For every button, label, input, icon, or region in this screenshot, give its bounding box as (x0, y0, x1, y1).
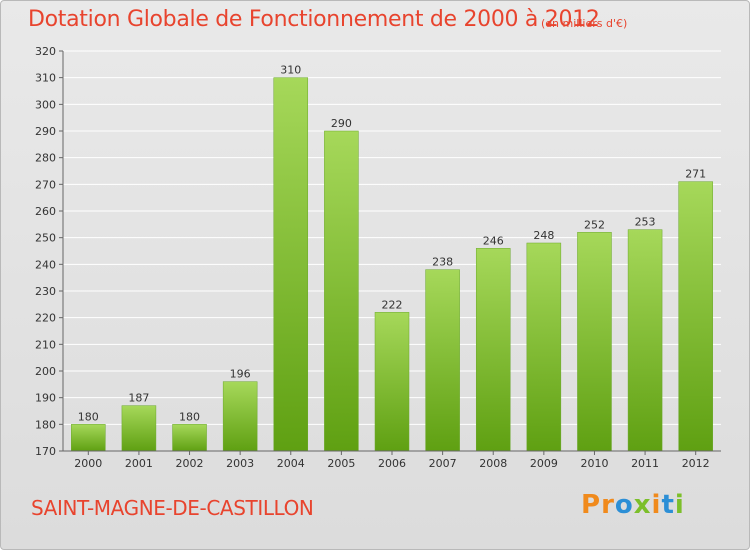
y-tick-label: 230 (35, 285, 56, 298)
x-tick-label: 2008 (479, 457, 507, 470)
bar-2012 (678, 181, 713, 452)
bars (71, 77, 713, 452)
x-tick-label: 2000 (74, 457, 102, 470)
y-tick-label: 280 (35, 152, 56, 165)
bar-2009 (526, 242, 562, 452)
chart-title: Dotation Globale de Fonctionnement de 20… (28, 7, 600, 32)
bar-2005 (324, 130, 359, 452)
data-label: 310 (280, 64, 301, 77)
x-tick-label: 2003 (226, 457, 254, 470)
bar-2007 (425, 269, 460, 452)
y-axis-ticks: 170 180 190 200 210 220 230 240 250 260 270 280 290 3… (35, 45, 63, 458)
bar-2002 (172, 424, 207, 452)
data-label: 271 (685, 168, 706, 181)
x-tick-label: 2007 (429, 457, 457, 470)
y-tick-label: 290 (35, 125, 56, 138)
y-tick-label: 300 (35, 98, 56, 111)
logo-letter: t (661, 490, 675, 520)
data-label: 290 (331, 117, 352, 130)
data-label: 180 (78, 410, 99, 423)
x-tick-label: 2012 (682, 457, 710, 470)
y-tick-label: 190 (35, 392, 56, 405)
logo-letter: P (581, 490, 602, 520)
y-tick-label: 220 (35, 312, 56, 325)
x-tick-label: 2006 (378, 457, 406, 470)
data-label: 253 (635, 216, 656, 229)
chart-subtitle: (en milliers d'€) (541, 17, 628, 30)
logo-letter: r (601, 490, 615, 520)
data-label: 238 (432, 256, 453, 269)
bar-2011 (627, 229, 663, 452)
y-tick-label: 200 (35, 365, 56, 378)
data-label: 246 (483, 234, 504, 247)
logo-letter: x (633, 490, 652, 520)
x-tick-label: 2002 (176, 457, 204, 470)
y-tick-label: 170 (35, 445, 56, 458)
data-label: 252 (584, 218, 605, 231)
data-labels: 180 187 180 196 310 290 222 238 246 248 252 253 271 (78, 64, 706, 424)
y-tick-label: 310 (35, 72, 56, 85)
proxiti-logo[interactable]: Proxiti (581, 490, 685, 520)
y-tick-label: 270 (35, 178, 56, 191)
y-tick-label: 240 (35, 258, 56, 271)
data-label: 222 (382, 298, 403, 311)
commune-name: SAINT-MAGNE-DE-CASTILLON (31, 496, 314, 520)
bar-2001 (121, 405, 157, 452)
y-tick-label: 180 (35, 418, 56, 431)
data-label: 187 (128, 392, 149, 405)
x-tick-label: 2005 (327, 457, 355, 470)
y-tick-label: 210 (35, 338, 56, 351)
logo-letter: o (614, 490, 634, 520)
x-tick-label: 2004 (277, 457, 305, 470)
data-label: 180 (179, 410, 200, 423)
x-axis-ticks: 2000 2001 2002 2003 2004 2005 2006 2007 2008 2009… (74, 451, 710, 470)
bar-2004 (273, 77, 309, 452)
bar-2008 (475, 248, 511, 452)
y-tick-label: 260 (35, 205, 56, 218)
x-tick-label: 2009 (530, 457, 558, 470)
y-tick-label: 320 (35, 45, 56, 58)
logo-letter: i (651, 490, 662, 520)
bar-2003 (222, 381, 258, 452)
y-tick-label: 250 (35, 232, 56, 245)
x-tick-label: 2010 (580, 457, 608, 470)
x-tick-label: 2001 (125, 457, 153, 470)
bar-2010 (577, 232, 612, 452)
bar-2000 (71, 424, 106, 452)
logo-letter: i (674, 490, 685, 520)
data-label: 248 (533, 229, 554, 242)
data-label: 196 (230, 368, 251, 381)
x-tick-label: 2011 (631, 457, 659, 470)
bar-2006 (374, 312, 410, 452)
